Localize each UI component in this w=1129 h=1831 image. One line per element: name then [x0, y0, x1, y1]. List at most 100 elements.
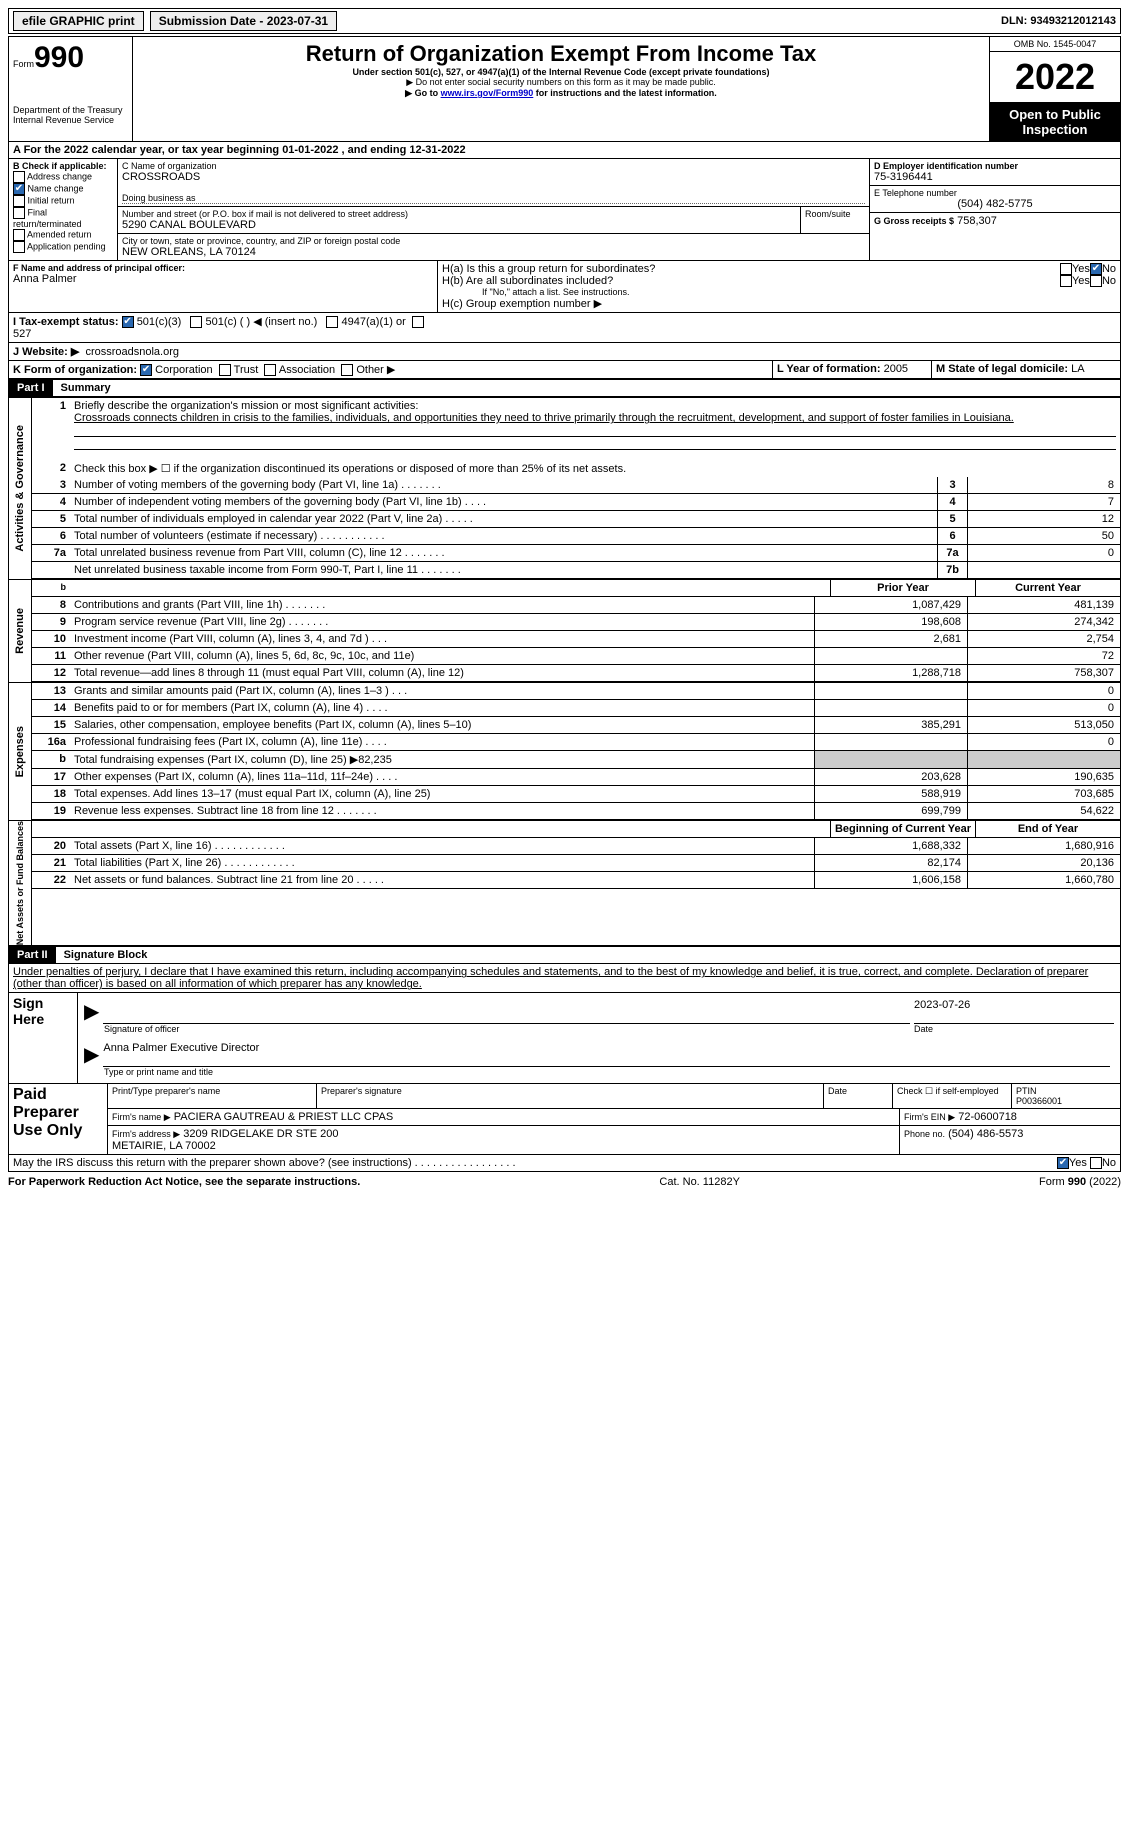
data-row: 17Other expenses (Part IX, column (A), l…: [32, 769, 1120, 786]
note2-post: for instructions and the latest informat…: [533, 88, 717, 98]
ha-yes[interactable]: [1060, 263, 1072, 275]
part1-header: Part I Summary: [8, 379, 1121, 397]
sign-here-label: Sign Here: [9, 993, 78, 1083]
prior-year-head: Prior Year: [830, 580, 975, 596]
firm-phone-label: Phone no.: [904, 1129, 945, 1139]
amended-check[interactable]: [13, 229, 25, 241]
corp-check[interactable]: ✔: [140, 364, 152, 376]
part2-label: Part II: [9, 947, 56, 963]
4947-label: 4947(a)(1) or: [342, 316, 406, 328]
discuss-no[interactable]: [1090, 1157, 1102, 1169]
discuss-row: May the IRS discuss this return with the…: [8, 1155, 1121, 1172]
gross-label: G Gross receipts $: [874, 216, 954, 226]
tax-year: 2022: [990, 52, 1120, 103]
addr-change-check[interactable]: [13, 171, 25, 183]
hb-yes[interactable]: [1060, 275, 1072, 287]
netassets-section: Net Assets or Fund Balances Beginning of…: [8, 821, 1121, 946]
data-row: 14Benefits paid to or for members (Part …: [32, 700, 1120, 717]
addr-label: Number and street (or P.O. box if mail i…: [122, 209, 796, 219]
hb-no[interactable]: [1090, 275, 1102, 287]
amended-label: Amended return: [27, 229, 92, 239]
initial-label: Initial return: [28, 195, 75, 205]
firm-ein: 72-0600718: [958, 1111, 1017, 1123]
initial-check[interactable]: [13, 195, 25, 207]
org-name: CROSSROADS: [122, 171, 865, 183]
firm-ein-label: Firm's EIN ▶: [904, 1112, 955, 1122]
ha-no[interactable]: ✔: [1090, 263, 1102, 275]
name-change-label: Name change: [28, 183, 84, 193]
firm-phone: (504) 486-5573: [948, 1128, 1023, 1140]
note2-pre: ▶ Go to: [405, 88, 440, 98]
website-label: J Website: ▶: [13, 346, 79, 358]
form-number: 990: [34, 41, 84, 74]
top-bar: efile GRAPHIC print Submission Date - 20…: [8, 8, 1121, 34]
prep-date-label: Date: [824, 1084, 893, 1108]
app-label: Application pending: [27, 241, 106, 251]
app-check[interactable]: [13, 241, 25, 253]
sign-block: Sign Here ▶ 2023-07-26 Signature of offi…: [8, 993, 1121, 1084]
data-row: bTotal fundraising expenses (Part IX, co…: [32, 751, 1120, 769]
other-check[interactable]: [341, 364, 353, 376]
data-row: 16aProfessional fundraising fees (Part I…: [32, 734, 1120, 751]
part1-title: Summary: [53, 382, 111, 394]
expenses-label: Expenses: [14, 726, 26, 777]
year-formed-label: L Year of formation:: [777, 363, 881, 375]
discuss-yes-label: Yes: [1069, 1157, 1087, 1169]
period-row: A For the 2022 calendar year, or tax yea…: [8, 142, 1121, 159]
website-row: J Website: ▶ crossroadsnola.org: [8, 343, 1121, 361]
part2-header: Part II Signature Block: [8, 946, 1121, 964]
4947-check[interactable]: [326, 316, 338, 328]
firm-addr-label: Firm's address ▶: [112, 1129, 180, 1139]
current-year-head: Current Year: [975, 580, 1120, 596]
corp-label: Corporation: [155, 364, 212, 376]
501c3-check[interactable]: ✔: [122, 316, 134, 328]
trust-label: Trust: [234, 364, 259, 376]
irs-link[interactable]: www.irs.gov/Form990: [441, 88, 534, 98]
room-label: Room/suite: [801, 207, 869, 233]
line1-label: Briefly describe the organization's miss…: [74, 400, 418, 412]
revenue-section: Revenue b Prior Year Current Year 8Contr…: [8, 580, 1121, 683]
website-value: crossroadsnola.org: [85, 346, 179, 358]
revenue-label: Revenue: [14, 608, 26, 654]
assoc-check[interactable]: [264, 364, 276, 376]
gross-value: 758,307: [957, 215, 997, 227]
other-label: Other ▶: [356, 364, 395, 376]
form-org-label: K Form of organization:: [13, 364, 137, 376]
signer-name: Anna Palmer Executive Director: [103, 1042, 259, 1054]
note2: ▶ Go to www.irs.gov/Form990 for instruct…: [137, 88, 985, 99]
data-row: 9Program service revenue (Part VIII, lin…: [32, 614, 1120, 631]
hb-label: H(b) Are all subordinates included?: [442, 275, 1060, 287]
firm-name-label: Firm's name ▶: [112, 1112, 171, 1122]
dln-text: DLN: 93493212012143: [1001, 15, 1116, 27]
officer-label: F Name and address of principal officer:: [13, 263, 433, 273]
final-check[interactable]: [13, 207, 25, 219]
discuss-no-label: No: [1102, 1157, 1116, 1169]
form-word: Form: [13, 59, 34, 69]
data-row: 21Total liabilities (Part X, line 26) . …: [32, 855, 1120, 872]
ptin-value: P00366001: [1016, 1096, 1062, 1106]
data-row: 19Revenue less expenses. Subtract line 1…: [32, 803, 1120, 820]
officer-group-row: F Name and address of principal officer:…: [8, 261, 1121, 313]
data-row: 20Total assets (Part X, line 16) . . . .…: [32, 838, 1120, 855]
i-row: I Tax-exempt status: ✔ 501(c)(3) 501(c) …: [9, 313, 437, 342]
ein-label: D Employer identification number: [874, 161, 1116, 171]
dba-label: Doing business as: [122, 193, 865, 204]
hb-note: If "No," attach a list. See instructions…: [442, 287, 1116, 297]
summary-row: 6Total number of volunteers (estimate if…: [32, 528, 1120, 545]
type-name-label: Type or print name and title: [84, 1067, 1114, 1077]
paid-prep-label: Paid Preparer Use Only: [9, 1084, 108, 1154]
firm-name: PACIERA GAUTREAU & PRIEST LLC CPAS: [174, 1111, 393, 1123]
sign-date: 2023-07-26: [914, 999, 1114, 1024]
expenses-section: Expenses 13Grants and similar amounts pa…: [8, 683, 1121, 821]
trust-check[interactable]: [219, 364, 231, 376]
submission-button[interactable]: Submission Date - 2023-07-31: [150, 11, 337, 31]
name-change-check[interactable]: ✔: [13, 183, 25, 195]
hc-label: H(c) Group exemption number ▶: [442, 297, 1116, 310]
501c-check[interactable]: [190, 316, 202, 328]
mission-text: Crossroads connects children in crisis t…: [74, 412, 1014, 424]
addr-change-label: Address change: [27, 171, 92, 181]
efile-button[interactable]: efile GRAPHIC print: [13, 11, 144, 31]
summary-row: 5Total number of individuals employed in…: [32, 511, 1120, 528]
527-check[interactable]: [412, 316, 424, 328]
discuss-yes[interactable]: ✔: [1057, 1157, 1069, 1169]
